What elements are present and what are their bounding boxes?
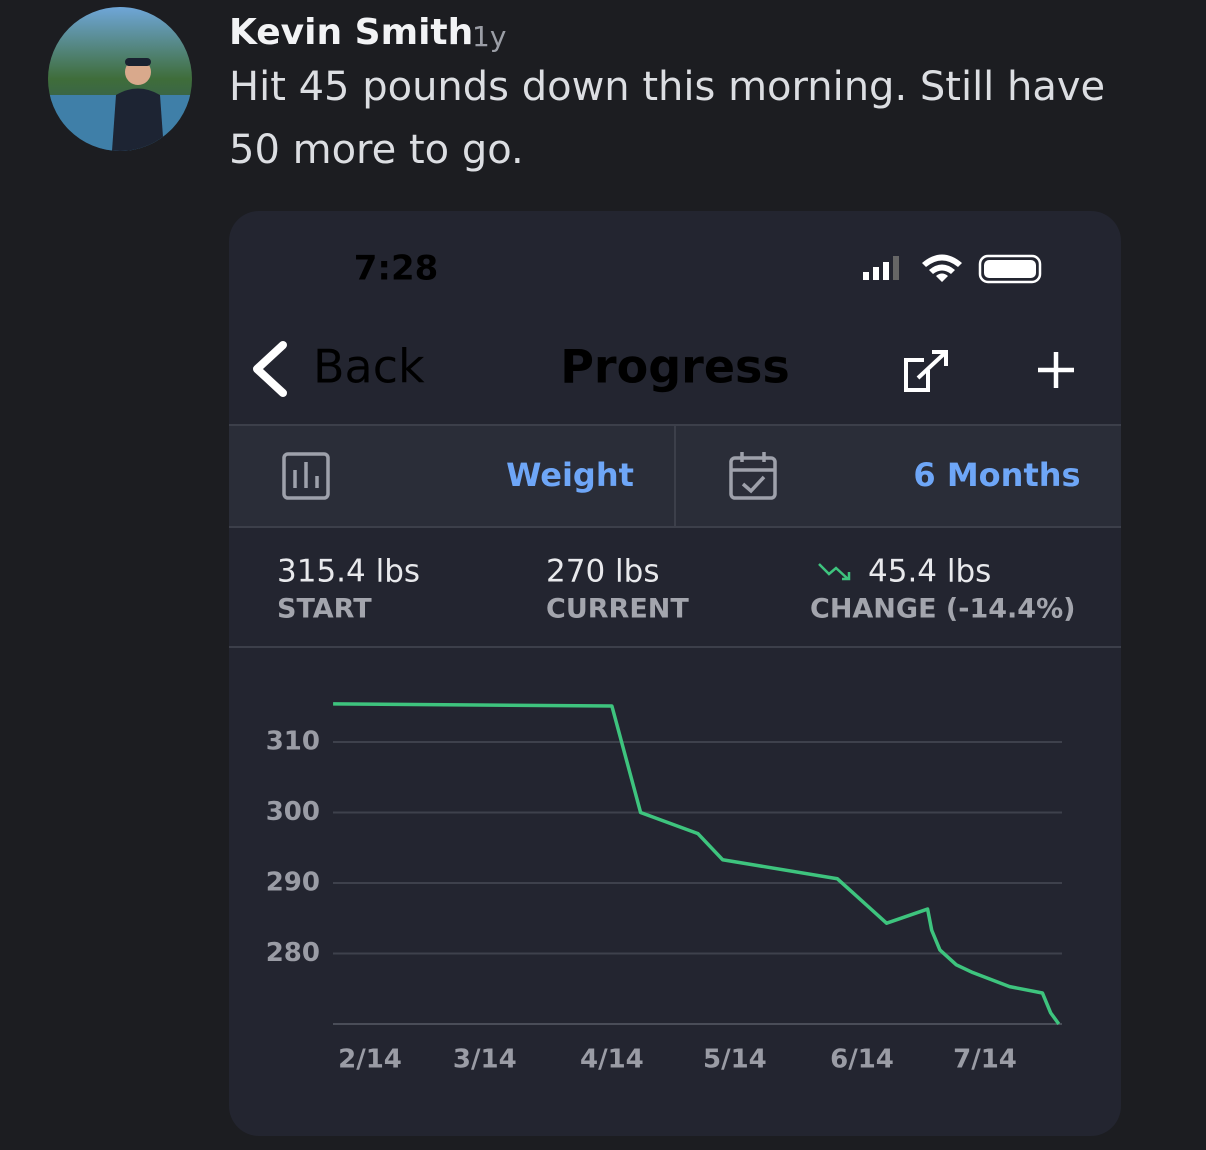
status-time: 7:28	[354, 249, 439, 289]
status-icons	[863, 254, 1042, 284]
stat-value: 270 lbs	[546, 554, 659, 590]
data-line	[333, 702, 1061, 1026]
chart: 280 290 300 310 2/14 3/14 4/14 5/14 6/14 7/14	[266, 702, 1062, 1075]
post-text: Hit 45 pounds down this morning. Still h…	[229, 64, 1106, 173]
metric-icon[interactable]	[282, 452, 330, 500]
x-tick-label: 3/14	[453, 1045, 517, 1075]
y-tick-label: 280	[266, 938, 320, 968]
back-chevron[interactable]	[253, 341, 287, 397]
screen-title: Progress	[560, 340, 790, 394]
add-button[interactable]	[1038, 352, 1074, 388]
stat-label: CHANGE (-14.4%)	[810, 594, 1075, 625]
x-tick-label: 4/14	[580, 1045, 644, 1075]
stat-value: 315.4 lbs	[277, 554, 420, 590]
y-tick-label: 310	[266, 727, 320, 757]
x-tick-label: 2/14	[338, 1045, 402, 1075]
x-tick-label: 6/14	[830, 1045, 894, 1075]
y-tick-label: 290	[266, 868, 320, 898]
stat-label: START	[277, 594, 372, 625]
y-tick-label: 300	[266, 797, 320, 827]
post-text-box: Hit 45 pounds down this morning. Still h…	[229, 64, 1106, 173]
calendar-icon[interactable]	[729, 452, 777, 500]
period-selector[interactable]: 6 Months	[913, 456, 1080, 494]
metric-selector[interactable]: Weight	[506, 456, 634, 494]
trend-icon	[818, 563, 851, 581]
stat-value: 45.4 lbs	[868, 554, 991, 590]
avatar[interactable]	[48, 7, 192, 151]
x-tick-label: 7/14	[953, 1045, 1017, 1075]
x-tick-label: 5/14	[703, 1045, 767, 1075]
author[interactable]: Kevin Smith	[229, 12, 473, 53]
timestamp: 1y	[472, 20, 506, 53]
stat-label: CURRENT	[546, 594, 689, 625]
back-button[interactable]: Back	[313, 340, 425, 394]
share-icon[interactable]	[904, 350, 948, 392]
